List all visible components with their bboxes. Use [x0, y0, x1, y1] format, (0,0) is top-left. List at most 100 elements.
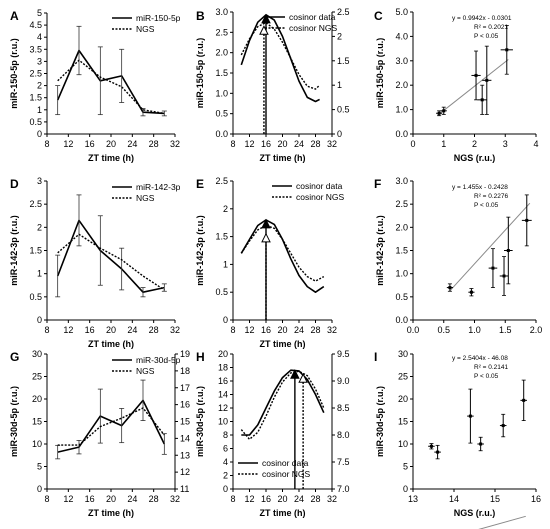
y-tick-label: 12 — [218, 403, 228, 413]
y2-tick-label: 9.5 — [337, 349, 350, 359]
x-tick-label: 28 — [310, 325, 320, 335]
data-point — [429, 444, 433, 448]
y-tick-label: 5.0 — [395, 7, 408, 17]
y-tick-label: 8 — [223, 430, 228, 440]
x-tick-label: 24 — [294, 494, 304, 504]
y2-tick-label: 7.0 — [337, 484, 350, 494]
y-axis-title: miR-142-3p (r.u.) — [9, 215, 19, 286]
series-line-1 — [240, 22, 321, 90]
y-tick-label: 1 — [37, 269, 42, 279]
y-tick-label: 3.0 — [215, 7, 228, 17]
y2-tick-label: 16 — [180, 400, 190, 410]
regression-annotation: y = 0.9942x - 0.0301 — [452, 15, 512, 22]
x-axis-title: ZT time (h) — [260, 153, 306, 163]
panel-label: I — [374, 350, 377, 364]
y-tick-label: 1.5 — [29, 246, 42, 256]
x-tick-label: 32 — [170, 139, 180, 149]
y-tick-label: 15 — [32, 417, 42, 427]
x-tick-label: 8 — [44, 139, 49, 149]
series-line-1 — [57, 233, 165, 291]
regression-annotation: y = 2.5404x - 46.08 — [452, 355, 508, 362]
x-tick-label: 1 — [441, 139, 446, 149]
y-tick-label: 1.0 — [395, 105, 408, 115]
y2-tick-label: 1.5 — [337, 56, 350, 66]
data-point — [522, 398, 526, 402]
x-tick-label: 8 — [44, 494, 49, 504]
data-point — [469, 290, 473, 294]
data-point — [442, 109, 446, 113]
y-tick-label: 14 — [218, 390, 228, 400]
y-tick-label: 4.5 — [29, 20, 42, 30]
series-line-0 — [57, 399, 166, 453]
y-tick-label: 3.0 — [395, 176, 408, 186]
x-tick-label: 20 — [106, 139, 116, 149]
y2-tick-label: 8.5 — [337, 403, 350, 413]
y2-tick-label: 14 — [180, 433, 190, 443]
y-tick-label: 0.5 — [215, 287, 228, 297]
x-tick-label: 12 — [244, 325, 254, 335]
y2-tick-label: 11 — [180, 484, 189, 494]
y-tick-label: 20 — [32, 394, 42, 404]
y-tick-label: 2.5 — [29, 199, 42, 209]
y-tick-label: 30 — [32, 349, 42, 359]
x-tick-label: 24 — [127, 494, 137, 504]
y-tick-label: 0.5 — [395, 292, 408, 302]
x-tick-label: 13 — [408, 494, 418, 504]
y-tick-label: 10 — [218, 417, 228, 427]
regression-annotation: R² = 0.2276 — [474, 193, 509, 200]
series-line-0 — [241, 369, 325, 436]
y2-tick-label: 18 — [180, 366, 190, 376]
y-tick-label: 4 — [37, 32, 42, 42]
y-tick-label: 25 — [398, 372, 408, 382]
data-point — [501, 424, 505, 428]
y2-tick-label: 2 — [337, 31, 342, 41]
y-tick-label: 2 — [223, 471, 228, 481]
y-tick-label: 2 — [37, 81, 42, 91]
y-tick-label: 1.0 — [215, 88, 228, 98]
y-tick-label: 0.5 — [29, 292, 42, 302]
x-axis-title: NGS (r.u.) — [454, 508, 496, 518]
y-tick-label: 3.5 — [29, 44, 42, 54]
x-tick-label: 32 — [327, 494, 337, 504]
y-tick-label: 0 — [37, 484, 42, 494]
chart-panel-i: I 0 5 10 15 20 25 30 13 14 15 16 NGS (r.u.) miR-30d-5… — [374, 349, 541, 529]
y2-tick-label: 15 — [180, 417, 190, 427]
x-tick-label: 28 — [310, 139, 320, 149]
y-axis-title: miR-150-5p (r.u.) — [9, 38, 19, 109]
series-line-0 — [56, 49, 165, 115]
x-tick-label: 20 — [106, 494, 116, 504]
y-tick-label: 5 — [37, 462, 42, 472]
y-tick-label: 1 — [37, 105, 42, 115]
series-line-1 — [57, 59, 165, 115]
y-tick-label: 18 — [218, 363, 228, 373]
x-tick-label: 14 — [449, 494, 459, 504]
y-tick-label: 25 — [32, 372, 42, 382]
x-tick-label: 24 — [127, 139, 137, 149]
y-axis-title: miR-30d-5p (r.u.) — [375, 386, 385, 457]
x-axis-title: ZT time (h) — [88, 153, 134, 163]
y-axis-title: miR-142-3p (r.u.) — [195, 215, 205, 286]
legend-entry-label: NGS — [136, 193, 155, 203]
y-tick-label: 4 — [223, 457, 228, 467]
data-point — [506, 249, 510, 252]
legend-entry-label: miR-30d-5p — [136, 355, 181, 365]
trendline — [449, 202, 531, 292]
y-tick-label: 2.0 — [215, 48, 228, 58]
y2-tick-label: 13 — [180, 450, 190, 460]
data-point — [479, 442, 483, 446]
x-tick-label: 20 — [277, 139, 287, 149]
series-line-0 — [240, 219, 325, 294]
y-tick-label: 3.0 — [395, 56, 408, 66]
x-tick-label: 16 — [261, 139, 271, 149]
legend-entry-label: cosinor NGS — [262, 469, 311, 479]
y-tick-label: 1.5 — [215, 68, 228, 78]
x-tick-label: 16 — [261, 494, 271, 504]
regression-annotation: P < 0.05 — [474, 202, 499, 209]
data-point — [525, 218, 529, 222]
y-tick-label: 2.0 — [395, 222, 408, 232]
y2-tick-label: 7.5 — [337, 457, 350, 467]
acrophase-arrowhead-1 — [298, 373, 308, 383]
chart-panel-b: B 0.0 0.5 1.0 1.5 2.0 2.5 3.0 0 0.5 1 1.5 2 2.5 8 12 16 2… — [195, 7, 350, 163]
y-tick-label: 0.0 — [395, 129, 408, 139]
data-point — [474, 73, 478, 77]
